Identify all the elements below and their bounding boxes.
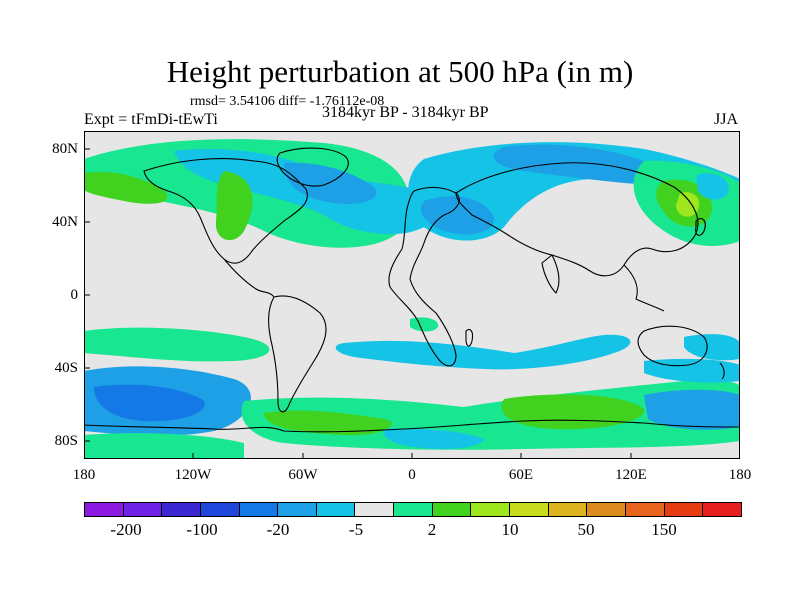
coast-asia [455,162,699,277]
x-tick-label-60w: 60W [288,467,318,483]
colorbar-swatch [432,503,472,516]
colorbar-label-minus-200: -200 [110,520,142,539]
x-tick-label-120w: 120W [174,467,212,483]
colorbar-label-2: 2 [427,520,437,539]
colorbar-swatch [123,503,163,516]
contour-region-europe-blue-dark [420,196,495,235]
contour-region-green-patch-west [84,171,168,204]
y-tick-label-0: 0 [70,287,79,303]
colorbar-swatch [510,503,549,516]
contour-region-south-pacific-blue-dark [94,384,205,422]
colorbar-swatch [162,503,201,516]
colorbar-swatch [625,503,665,516]
period-label: 3184kyr BP - 3184kyr BP [322,104,489,121]
colorbar-swatch [548,503,588,516]
world-height-map [84,131,740,459]
map-title: Height perturbation at 500 hPa (in m) [166,54,634,89]
contour-region-green-patch-na [215,171,253,241]
colorbar-swatch [85,503,124,516]
coast-new-zealand [719,362,725,380]
x-tick-label-0: 0 [408,467,416,483]
colorbar-label-minus-100: -100 [186,520,218,539]
colorbar-label-minus-20: -20 [266,520,290,539]
coast-central-america [223,258,275,298]
colorbar-label-150: 150 [651,520,677,539]
coast-india [541,254,560,294]
contour-region-eurasia-blue-dark [493,144,662,184]
coast-japan [695,218,706,236]
rmsd-diff-label: rmsd= 3.54106 diff= -1.76112e-08 [190,94,385,109]
colorbar-swatch [278,503,317,516]
contour-region-south-pacific-teal [84,433,244,459]
season-label: JJA [714,111,739,128]
contour-region-southern-ocean-green-core [264,410,392,436]
x-tick-label-60e: 60E [508,467,534,483]
coast-madagascar [465,328,474,347]
coast-greenland [276,147,349,187]
colorbar-swatch [355,503,395,516]
colorbar [84,502,742,517]
y-tick-label-40s: 40S [54,360,78,376]
contour-region-indian-blue [684,334,740,361]
colorbar-label-50: 50 [577,520,595,539]
coast-europe-africa [388,186,460,367]
x-tick-label-180w: 180 [72,467,96,483]
colorbar-swatch [587,503,626,516]
contour-region-small-teal [410,317,439,332]
coast-north-america [143,158,308,264]
colorbar-swatch [316,503,356,516]
colorbar-swatch [200,503,240,516]
coast-south-america [267,295,327,413]
contour-region-southern-ocean-blue-mid [383,428,484,449]
colorbar-label-10: 10 [501,520,519,539]
contour-region-south-pacific-green [84,327,270,362]
x-tick-label-120e: 120E [615,467,647,483]
contour-region-asia-yellow [676,192,700,217]
colorbar-swatch [703,503,741,516]
colorbar-swatch [239,503,279,516]
contour-region-s-atlantic-blue [335,334,631,370]
colorbar-label-minus-5: -5 [348,520,364,539]
y-tick-label-40n: 40N [52,214,78,230]
contour-region-southern-ocean-blue-east [644,389,740,430]
coast-australia [637,325,708,367]
colorbar-swatch [471,503,511,516]
tick-marks [84,148,632,459]
x-tick-label-180e: 180 [728,467,752,483]
y-tick-label-80n: 80N [52,141,78,157]
contour-region-japan-blue [696,173,729,200]
coastlines [143,147,725,413]
y-tick-label-80s: 80S [54,433,78,449]
experiment-label: Expt = tFmDi-tEwTi [84,111,218,128]
colorbar-swatch [394,503,433,516]
coast-se-asia [623,264,665,312]
colorbar-swatch [664,503,704,516]
antarctica-coastline [84,419,740,433]
